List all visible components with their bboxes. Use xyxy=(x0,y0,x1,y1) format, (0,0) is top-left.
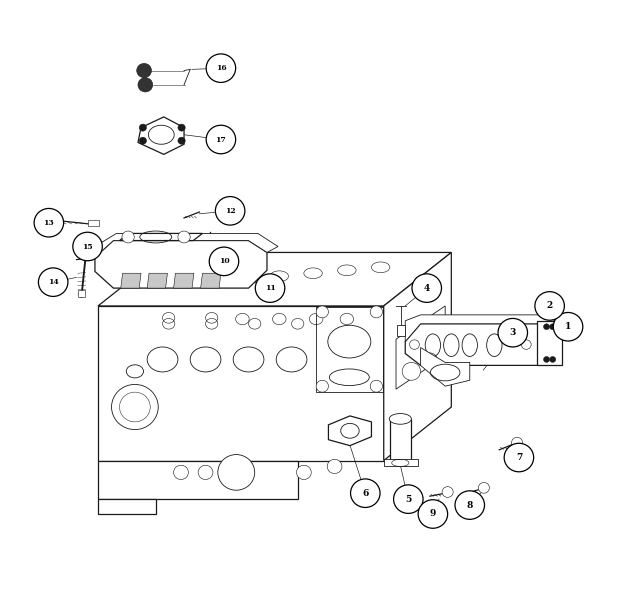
Circle shape xyxy=(410,340,419,349)
Text: 12: 12 xyxy=(225,207,236,215)
Circle shape xyxy=(412,274,441,302)
Circle shape xyxy=(120,392,150,422)
Circle shape xyxy=(178,124,185,131)
Circle shape xyxy=(553,313,583,341)
Circle shape xyxy=(544,356,550,362)
Polygon shape xyxy=(405,315,556,341)
Circle shape xyxy=(138,77,153,92)
Text: 13: 13 xyxy=(43,219,54,227)
Circle shape xyxy=(38,268,68,296)
Polygon shape xyxy=(390,419,412,465)
Circle shape xyxy=(442,487,453,497)
Text: 2: 2 xyxy=(546,301,553,310)
Text: 5: 5 xyxy=(405,494,412,503)
Bar xyxy=(78,290,85,297)
Text: 9: 9 xyxy=(430,509,436,518)
Circle shape xyxy=(206,54,236,82)
Polygon shape xyxy=(147,273,167,288)
Bar xyxy=(87,220,99,226)
Text: 11: 11 xyxy=(265,284,275,292)
Polygon shape xyxy=(329,416,371,446)
Text: 8: 8 xyxy=(467,500,473,509)
Text: 14: 14 xyxy=(48,278,58,286)
Circle shape xyxy=(218,455,255,490)
Circle shape xyxy=(402,362,420,380)
Text: 4: 4 xyxy=(423,284,430,293)
Circle shape xyxy=(544,324,550,330)
Polygon shape xyxy=(98,253,451,306)
Text: 1: 1 xyxy=(565,322,571,331)
Text: 17: 17 xyxy=(216,136,226,143)
Circle shape xyxy=(198,465,213,479)
Circle shape xyxy=(122,231,135,243)
Circle shape xyxy=(550,356,556,362)
Circle shape xyxy=(209,247,239,275)
Polygon shape xyxy=(174,273,194,288)
Circle shape xyxy=(455,491,484,520)
Polygon shape xyxy=(538,321,562,365)
Circle shape xyxy=(112,385,158,430)
Text: 7: 7 xyxy=(516,453,522,462)
Polygon shape xyxy=(98,306,384,461)
Circle shape xyxy=(73,232,102,261)
Circle shape xyxy=(535,292,564,320)
Text: 6: 6 xyxy=(362,488,368,497)
Circle shape xyxy=(498,319,528,347)
Polygon shape xyxy=(98,499,156,514)
Circle shape xyxy=(34,208,64,237)
Circle shape xyxy=(296,465,311,479)
Polygon shape xyxy=(120,233,203,241)
Polygon shape xyxy=(396,306,445,389)
Polygon shape xyxy=(95,241,267,288)
Polygon shape xyxy=(420,347,470,386)
Text: 3: 3 xyxy=(510,328,516,337)
Circle shape xyxy=(139,124,146,131)
Circle shape xyxy=(139,137,146,144)
Circle shape xyxy=(370,306,383,318)
Circle shape xyxy=(215,197,245,225)
Circle shape xyxy=(512,437,523,448)
Circle shape xyxy=(206,125,236,154)
Circle shape xyxy=(521,340,531,349)
Polygon shape xyxy=(95,233,278,257)
Polygon shape xyxy=(121,273,141,288)
Polygon shape xyxy=(138,117,184,154)
Circle shape xyxy=(504,443,534,472)
Polygon shape xyxy=(384,253,451,461)
Circle shape xyxy=(327,460,342,473)
Polygon shape xyxy=(405,324,552,365)
Circle shape xyxy=(174,465,188,479)
Circle shape xyxy=(350,479,380,508)
Text: eReplacementParts.com: eReplacementParts.com xyxy=(209,341,411,359)
Polygon shape xyxy=(384,460,418,466)
Circle shape xyxy=(479,482,489,493)
Circle shape xyxy=(255,274,285,302)
Circle shape xyxy=(422,353,438,368)
Polygon shape xyxy=(98,461,298,499)
Circle shape xyxy=(550,324,556,330)
Circle shape xyxy=(178,231,190,243)
Circle shape xyxy=(418,500,448,528)
Text: 15: 15 xyxy=(82,242,93,251)
Polygon shape xyxy=(201,273,221,288)
Text: 10: 10 xyxy=(219,257,229,265)
Circle shape xyxy=(370,380,383,392)
Circle shape xyxy=(178,137,185,144)
Circle shape xyxy=(137,64,151,77)
Text: 16: 16 xyxy=(216,64,226,72)
Circle shape xyxy=(316,380,329,392)
Ellipse shape xyxy=(389,413,412,424)
Circle shape xyxy=(394,485,423,514)
Bar xyxy=(397,325,405,335)
Circle shape xyxy=(316,306,329,318)
